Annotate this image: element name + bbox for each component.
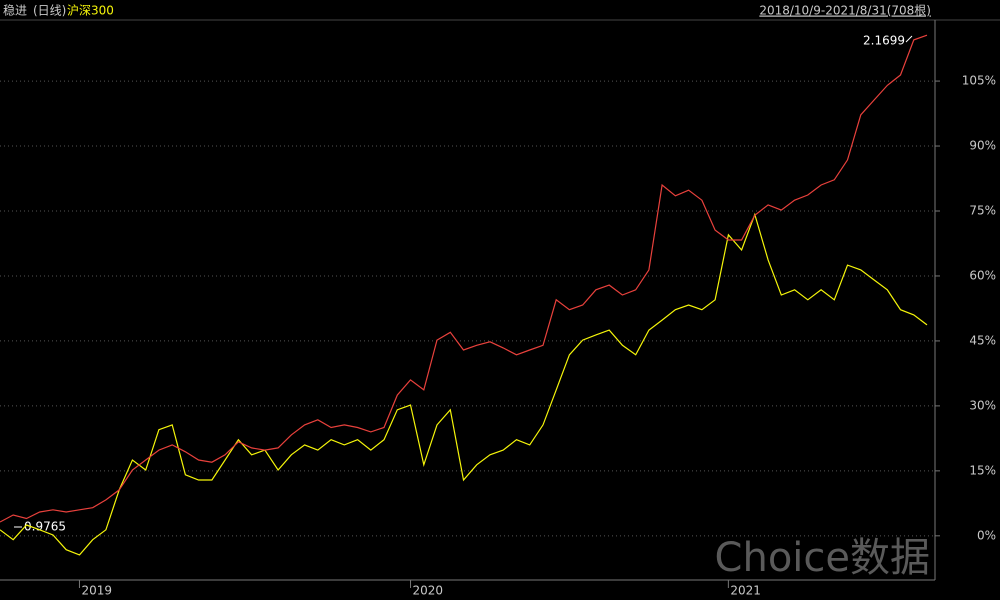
annotation-pointer <box>905 35 913 43</box>
y-tick-label: 0% <box>977 528 996 542</box>
y-tick-label: 75% <box>969 203 996 217</box>
y-tick-label: 45% <box>969 333 996 347</box>
y-tick-label: 105% <box>962 74 996 88</box>
series-line <box>0 34 928 523</box>
y-tick-label: 90% <box>969 139 996 153</box>
annotation: 0.9765 <box>24 520 66 534</box>
x-tick-label: 2021 <box>730 584 761 598</box>
legend-label: 沪深300 <box>67 4 114 18</box>
range-label[interactable]: 2018/10/9-2021/8/31(708根) <box>759 4 931 18</box>
period-label: (日线) <box>33 4 66 18</box>
annotation: 2.1699 <box>863 34 905 48</box>
y-tick-label: 15% <box>969 463 996 477</box>
y-tick-label: 60% <box>969 268 996 282</box>
watermark: Choice数据 <box>715 535 930 581</box>
x-tick-label: 2020 <box>413 584 444 598</box>
x-tick-label: 2019 <box>81 584 112 598</box>
legend-label: 稳进 <box>3 3 27 18</box>
series-line <box>0 212 928 556</box>
y-tick-label: 30% <box>969 398 996 412</box>
